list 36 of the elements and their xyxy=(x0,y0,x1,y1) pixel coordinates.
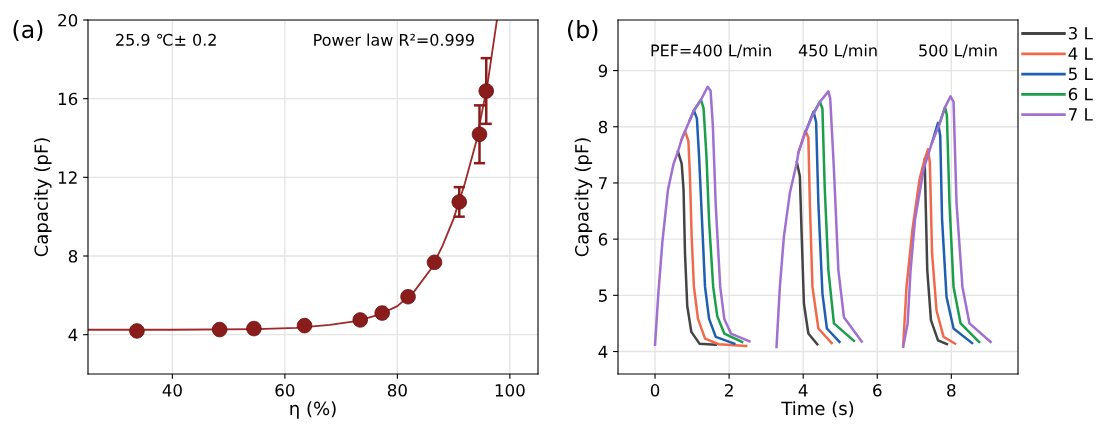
chart-title: (a) xyxy=(13,20,43,42)
x-tick-label: 4 xyxy=(798,384,808,397)
x-tick-label: 40 xyxy=(162,384,182,397)
annotation: 500 L/min xyxy=(919,44,997,58)
x-axis-title: Time (s) xyxy=(781,401,854,418)
y-tick-label: 5 xyxy=(598,289,607,302)
legend-label: 7 L xyxy=(1069,108,1093,121)
annotation: PEF=400 L/min xyxy=(651,44,771,58)
x-tick-label: 100 xyxy=(495,384,525,397)
x-tick-label: 80 xyxy=(387,384,407,397)
x-tick-label: 6 xyxy=(873,384,882,397)
y-axis-title: Capacity (pF) xyxy=(34,138,52,257)
y-tick-label: 8 xyxy=(68,249,78,263)
chart-title: (b) xyxy=(568,20,598,42)
annotation: 25.9 ℃± 0.2 xyxy=(116,33,216,46)
y-tick-label: 9 xyxy=(598,64,608,78)
legend-label: 4 L xyxy=(1068,47,1093,60)
y-axis-title: Capacity (pF) xyxy=(574,138,593,257)
x-tick-label: 8 xyxy=(947,384,956,397)
y-tick-label: 4 xyxy=(68,328,78,341)
y-tick-label: 20 xyxy=(58,13,78,27)
x-axis-title: η (%) xyxy=(290,401,336,419)
annotation: Power law R²=0.999 xyxy=(314,33,474,46)
x-tick-label: 60 xyxy=(275,384,295,397)
y-tick-label: 8 xyxy=(598,120,608,134)
annotation: 450 L/min xyxy=(798,44,877,58)
x-tick-label: 2 xyxy=(725,384,733,397)
legend-label: 3 L xyxy=(1068,26,1093,40)
y-tick-label: 6 xyxy=(598,233,608,246)
y-tick-label: 4 xyxy=(598,345,608,358)
legend-label: 5 L xyxy=(1068,67,1093,81)
y-tick-label: 12 xyxy=(58,171,77,184)
y-tick-label: 16 xyxy=(58,92,78,106)
legend-label: 6 L xyxy=(1068,87,1093,101)
x-tick-label: 0 xyxy=(650,384,660,397)
y-tick-label: 7 xyxy=(599,177,607,190)
